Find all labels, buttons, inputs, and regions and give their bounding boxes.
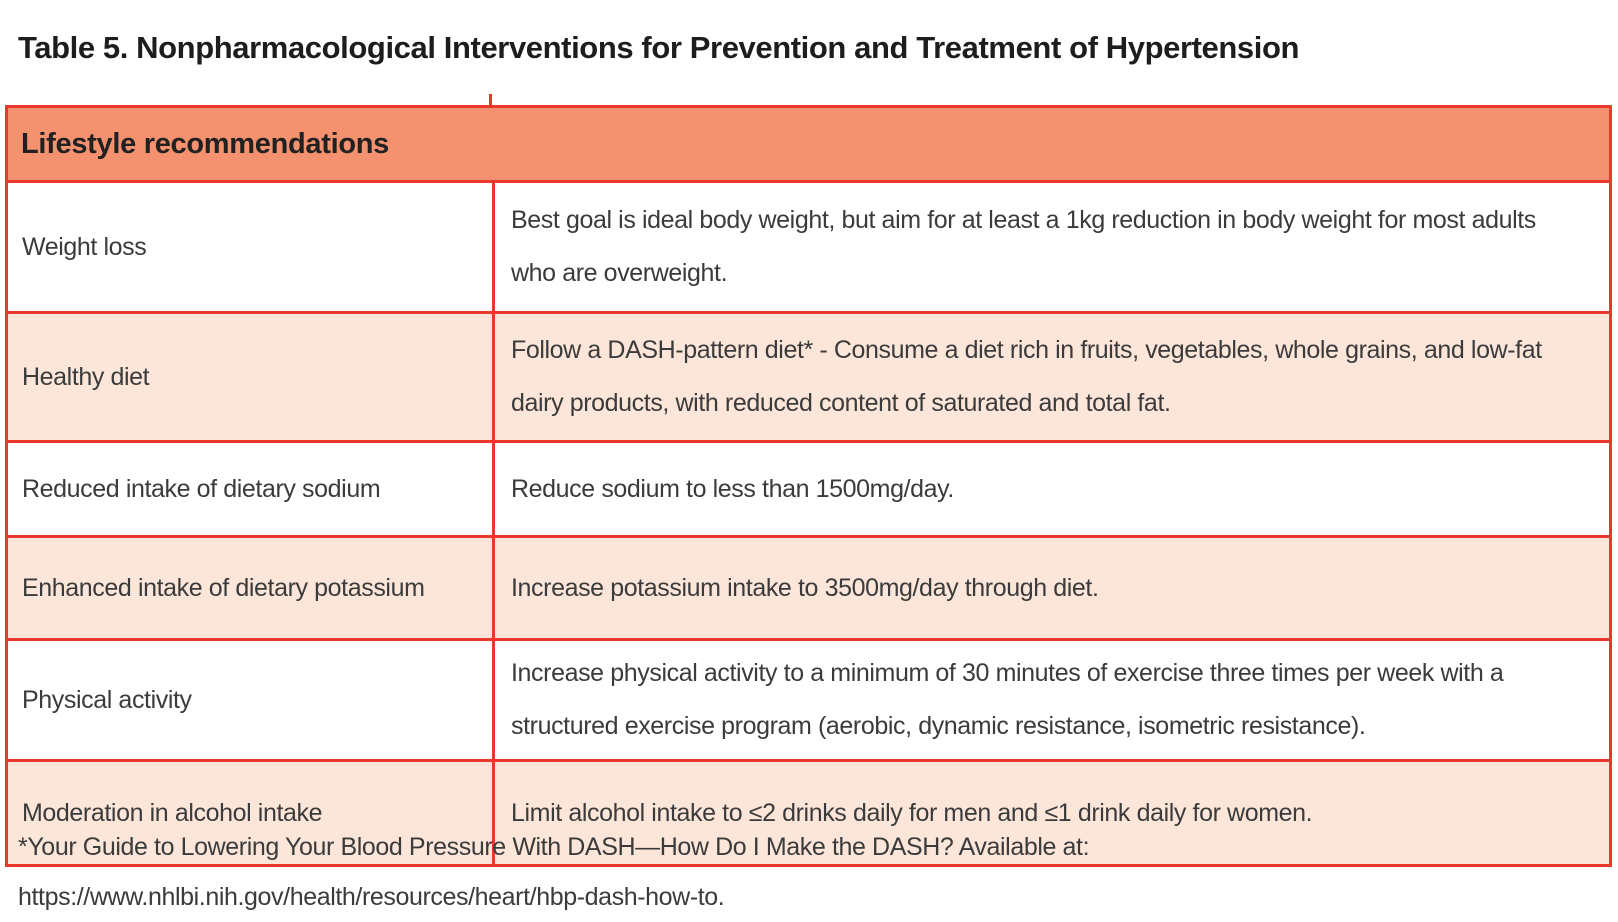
intervention-cell: Physical activity	[5, 638, 495, 762]
intervention-cell: Moderation in alcohol intake	[5, 759, 495, 867]
recommendation-cell: Increase potassium intake to 3500mg/day …	[492, 535, 1612, 641]
intervention-cell: Healthy diet	[5, 311, 495, 443]
table-row: Reduced intake of dietary sodium Reduce …	[5, 440, 1612, 538]
recommendation-cell: Reduce sodium to less than 1500mg/day.	[492, 440, 1612, 538]
footnote: *Your Guide to Lowering Your Blood Press…	[18, 833, 1090, 911]
lifestyle-recommendations-table: Lifestyle recommendations Weight loss Be…	[5, 105, 1612, 867]
table-header: Lifestyle recommendations	[5, 105, 1612, 183]
table-row: Healthy diet Follow a DASH-pattern diet*…	[5, 311, 1612, 443]
table-row: Physical activity Increase physical acti…	[5, 638, 1612, 762]
page-title: Table 5. Nonpharmacological Intervention…	[18, 30, 1300, 65]
intervention-cell: Enhanced intake of dietary potassium	[5, 535, 495, 641]
intervention-cell: Reduced intake of dietary sodium	[5, 440, 495, 538]
table-header-row: Lifestyle recommendations	[5, 105, 1612, 183]
intervention-cell: Weight loss	[5, 180, 495, 314]
table-row: Weight loss Best goal is ideal body weig…	[5, 180, 1612, 314]
recommendation-cell: Increase physical activity to a minimum …	[492, 638, 1612, 762]
column-divider-tick	[489, 94, 492, 106]
recommendation-cell: Limit alcohol intake to ≤2 drinks daily …	[492, 759, 1612, 867]
recommendation-cell: Follow a DASH-pattern diet* - Consume a …	[492, 311, 1612, 443]
recommendation-cell: Best goal is ideal body weight, but aim …	[492, 180, 1612, 314]
table-row: Moderation in alcohol intake Limit alcoh…	[5, 759, 1612, 867]
table-row: Enhanced intake of dietary potassium Inc…	[5, 535, 1612, 641]
